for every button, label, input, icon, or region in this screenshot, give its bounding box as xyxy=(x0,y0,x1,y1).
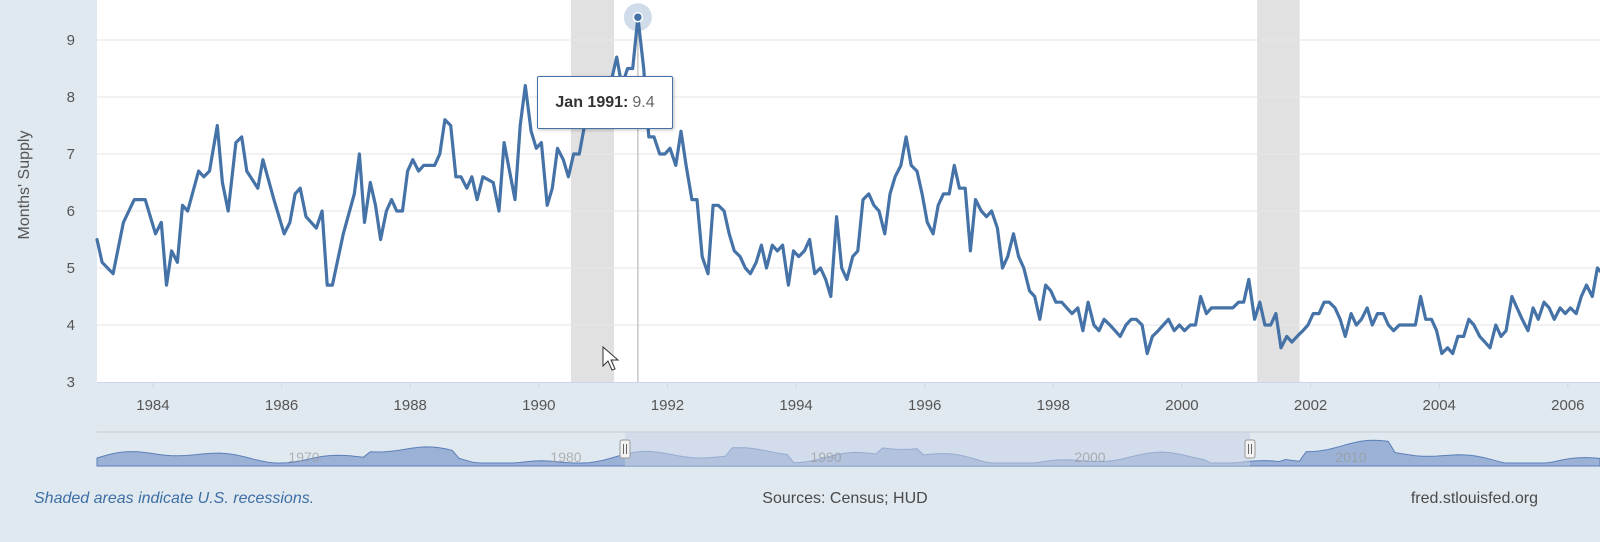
y-tick-label: 4 xyxy=(67,317,75,334)
tooltip-date: Jan 1991: xyxy=(555,93,629,111)
navigator-tick-label: 1970 xyxy=(288,449,319,465)
series-layer[interactable] xyxy=(95,15,1600,356)
x-tick-label: 2002 xyxy=(1294,397,1327,414)
tooltip-value: 9.4 xyxy=(632,93,655,111)
y-tick-label: 3 xyxy=(67,374,75,391)
series-line[interactable] xyxy=(95,15,1600,356)
cursor-arrow xyxy=(602,345,620,371)
y-tick-label: 6 xyxy=(67,203,75,220)
navigator-tick-label: 2010 xyxy=(1335,449,1366,465)
y-axis: 3 4 5 6 7 8 9 xyxy=(67,32,75,391)
navigator-selection[interactable] xyxy=(625,432,1250,466)
x-tick-label: 1984 xyxy=(136,397,169,414)
y-tick-label: 8 xyxy=(67,89,75,106)
y-tick-label: 9 xyxy=(67,32,75,49)
navigator-handle-right[interactable] xyxy=(1244,439,1256,459)
hover-marker xyxy=(623,3,652,32)
x-axis: 1984 1986 1988 1990 1992 1994 1996 1998 2000 2002… xyxy=(136,382,1585,414)
x-tick-label: 1994 xyxy=(779,397,812,414)
x-tick-label: 1988 xyxy=(394,397,427,414)
x-tick-label: 1992 xyxy=(651,397,684,414)
navigator-tick-label: 1980 xyxy=(550,449,581,465)
y-tick-label: 7 xyxy=(67,146,75,163)
x-tick-label: 2000 xyxy=(1165,397,1198,414)
hover-point xyxy=(632,11,644,23)
x-tick-label: 1990 xyxy=(522,397,555,414)
recession-note: Shaded areas indicate U.S. recessions. xyxy=(34,490,315,507)
navigator-tick-label: 2000 xyxy=(1074,449,1105,465)
x-tick-label: 1986 xyxy=(265,397,298,414)
site-link[interactable]: fred.stlouisfed.org xyxy=(1410,490,1538,507)
navigator-tick-label: 1990 xyxy=(810,449,841,465)
y-tick-label: 5 xyxy=(67,260,75,277)
tooltip: Jan 1991: 9.4 xyxy=(537,76,673,129)
x-tick-label: 2006 xyxy=(1551,397,1584,414)
x-tick-label: 1998 xyxy=(1037,397,1070,414)
navigator[interactable]: 1970 1980 1990 2000 2010 xyxy=(96,431,1600,467)
mouse-cursor-icon xyxy=(602,345,620,371)
handle-grip[interactable] xyxy=(619,439,631,459)
recession-band xyxy=(570,0,615,382)
handle-grip[interactable] xyxy=(1244,439,1256,459)
x-tick-label: 1996 xyxy=(908,397,941,414)
y-axis-label: Months' Supply xyxy=(16,131,33,240)
recession-bands xyxy=(570,0,1300,382)
navigator-handle-left[interactable] xyxy=(619,439,631,459)
x-tick-label: 2004 xyxy=(1423,397,1456,414)
sources-text: Sources: Census; HUD xyxy=(762,490,928,507)
